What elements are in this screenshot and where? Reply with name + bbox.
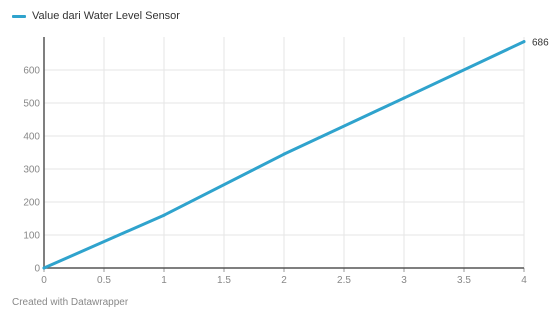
grid (44, 37, 525, 268)
y-tick-label: 500 (23, 99, 40, 110)
x-tick-label: 2.5 (337, 275, 351, 286)
series-layer (42, 40, 526, 270)
line-chart: 0 100 200 300 400 500 600 0 0.5 1 1.5 2 2.5 3 3.5 4 686 (23, 37, 549, 286)
data-point (42, 266, 46, 270)
x-tick-label: 2 (281, 275, 287, 286)
end-value-label: 686 (532, 38, 549, 49)
axes (43, 37, 525, 272)
x-tick-label: 1.5 (217, 275, 231, 286)
x-tick-label: 1 (161, 275, 167, 286)
footer-credit: Created with Datawrapper (12, 297, 129, 308)
data-point (282, 152, 286, 156)
data-point (522, 40, 526, 44)
x-tick-label: 0.5 (97, 275, 111, 286)
legend-swatch (12, 14, 26, 18)
legend-label: Value dari Water Level Sensor (32, 10, 180, 22)
y-tick-label: 200 (23, 198, 40, 209)
x-tick-label: 4 (521, 275, 527, 286)
labels: 0 100 200 300 400 500 600 0 0.5 1 1.5 2 2.5 3 3.5 4 686 (23, 38, 549, 286)
y-tick-label: 600 (23, 66, 40, 77)
data-point (402, 96, 406, 100)
y-tick-label: 100 (23, 231, 40, 242)
x-tick-label: 3 (401, 275, 407, 286)
y-tick-label: 300 (23, 165, 40, 176)
data-point (162, 213, 166, 217)
x-tick-label: 0 (41, 275, 47, 286)
x-tick-label: 3.5 (457, 275, 471, 286)
y-tick-label: 0 (34, 264, 40, 275)
y-tick-label: 400 (23, 132, 40, 143)
chart-legend: Value dari Water Level Sensor (12, 8, 180, 24)
